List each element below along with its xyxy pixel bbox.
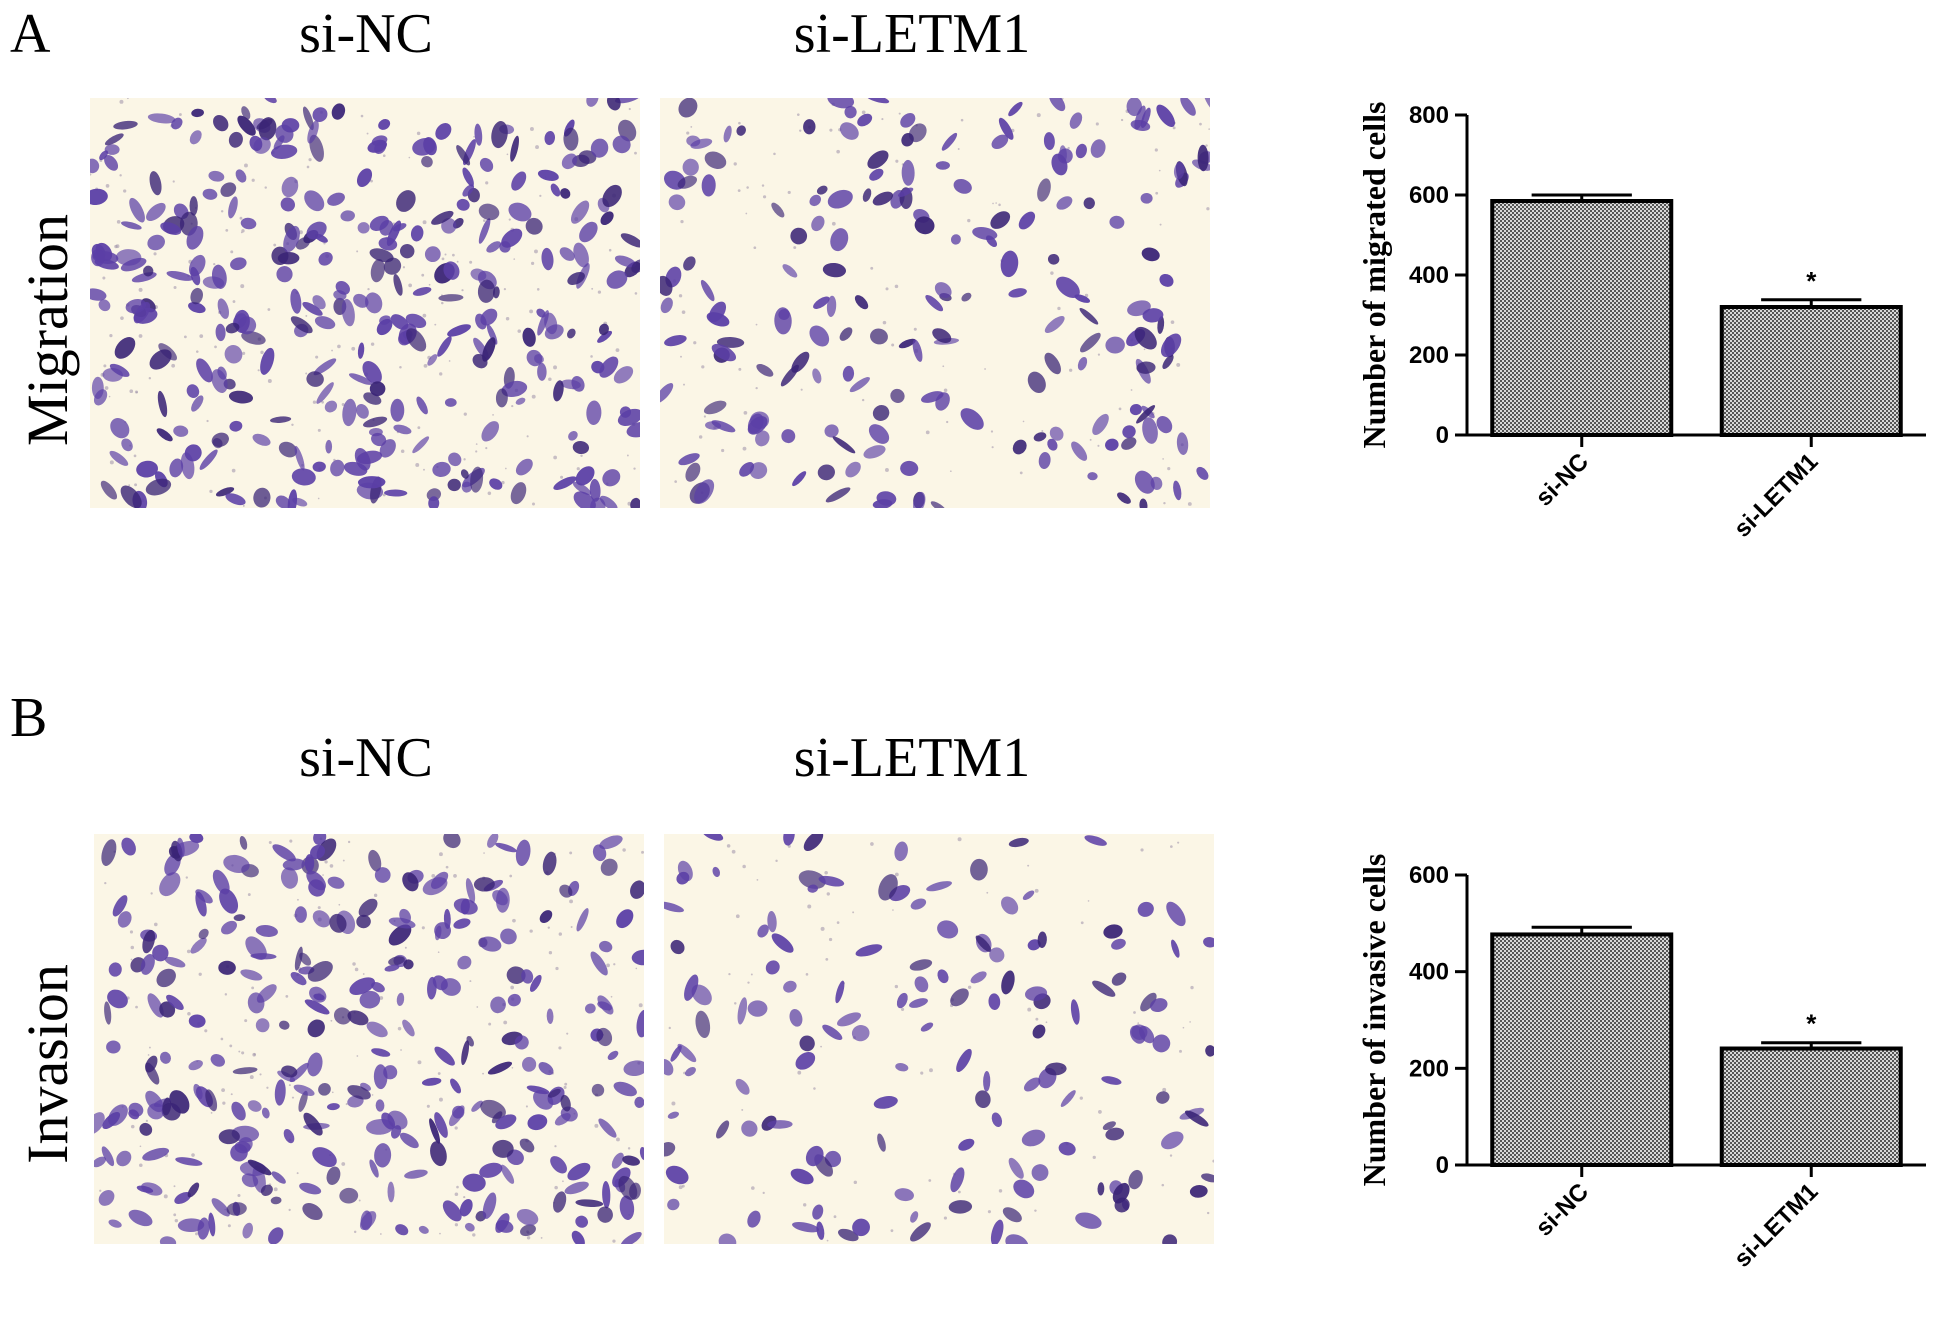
x-tick-label: si-NC (1531, 1178, 1594, 1241)
panel-letter-b: B (10, 687, 48, 749)
y-tick-label: 400 (1409, 262, 1449, 289)
x-tick-label: si-LETM1 (1729, 448, 1824, 543)
y-tick-label: 0 (1436, 1152, 1449, 1179)
y-tick-label: 0 (1436, 422, 1449, 449)
column-label-si-nc-a: si-NC (299, 3, 433, 65)
significance-marker: * (1806, 1009, 1817, 1039)
y-axis-label: Number of invasive cells (1356, 854, 1392, 1187)
y-tick-label: 200 (1409, 1055, 1449, 1082)
micrograph-migration-si-letm1 (660, 98, 1210, 508)
row-label-invasion: Invasion (15, 964, 80, 1164)
bar-si-nc (1490, 199, 1674, 437)
bar-si-letm1 (1719, 305, 1903, 437)
bar-si-nc (1490, 932, 1674, 1167)
micrograph-invasion-si-letm1 (664, 834, 1214, 1244)
y-tick-label: 600 (1409, 862, 1449, 889)
bar-si-letm1 (1719, 1046, 1903, 1167)
y-tick-label: 600 (1409, 182, 1449, 209)
y-axis-label: Number of migrated cells (1356, 102, 1392, 449)
x-tick-label: si-LETM1 (1729, 1178, 1824, 1273)
bar-chart-invasive-cells: 0 200 400 600 Number of invasive cells si-NC *… (1356, 854, 1926, 1273)
column-label-si-letm1-b: si-LETM1 (793, 727, 1031, 789)
column-label-si-nc-b: si-NC (299, 727, 433, 789)
x-tick-label: si-NC (1531, 448, 1594, 511)
significance-marker: * (1806, 266, 1817, 296)
row-label-migration: Migration (15, 214, 80, 446)
y-tick-label: 800 (1409, 102, 1449, 129)
micrograph-invasion-si-nc (94, 834, 644, 1244)
micrograph-migration-si-nc (90, 98, 640, 508)
bar-chart-migrated-cells: 0 200 400 600 800 Number of migrated cells si-… (1356, 102, 1926, 543)
panel-letter-a: A (10, 3, 51, 65)
y-tick-label: 400 (1409, 959, 1449, 986)
y-tick-label: 200 (1409, 342, 1449, 369)
column-label-si-letm1-a: si-LETM1 (793, 3, 1031, 65)
